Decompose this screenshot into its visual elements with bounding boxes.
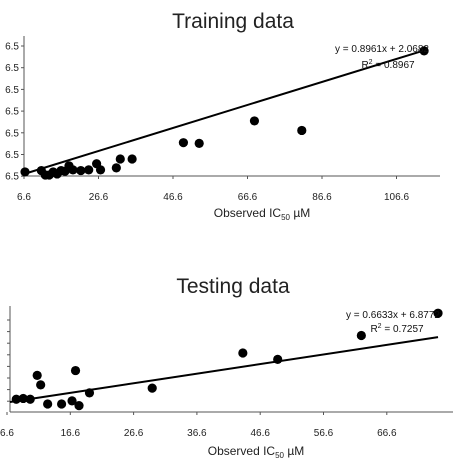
testing-x-tick-label: 36.6 — [187, 428, 207, 439]
training-x-ticks: 6.6 26.6 46.6 66.6 86.6 106.6 — [17, 176, 409, 203]
training-trendline — [23, 49, 425, 175]
training-x-tick-label: 26.6 — [89, 192, 109, 203]
testing-r2-label: R — [370, 324, 377, 335]
training-x-tick-label: 66.6 — [238, 192, 258, 203]
training-data-point — [95, 165, 106, 175]
testing-data-point — [32, 370, 42, 380]
testing-chart-title: Testing data — [176, 275, 290, 298]
training-y-tick-label: 6.5 — [5, 107, 19, 118]
training-chart: Training data 6.5 6.5 6.5 6.5 6.5 6.5 6.5 6.6 2… — [5, 10, 440, 222]
testing-x-tick-label: 56.6 — [314, 428, 334, 439]
training-y-tick-label: 6.5 — [5, 128, 19, 139]
training-x-axis-label-sub: 50 — [281, 213, 290, 222]
testing-data-point — [84, 388, 95, 398]
training-data-point — [115, 154, 125, 164]
training-equation: y = 0.8961x + 2.0682 — [335, 44, 429, 55]
testing-data-point — [36, 380, 46, 390]
training-y-tick-label: 6.5 — [5, 42, 19, 53]
training-x-tick-label: 86.6 — [312, 192, 332, 203]
training-data-point — [84, 165, 94, 175]
testing-data-point — [433, 308, 443, 318]
testing-chart: Testing data 6.6 16.6 26.6 36.6 46.6 56.6 66.6… — [0, 275, 453, 460]
training-y-tick-label: 6.5 — [5, 172, 19, 183]
training-y-tick-label: 6.5 — [5, 150, 19, 161]
testing-x-tick-label: 46.6 — [250, 428, 270, 439]
training-data-point — [127, 154, 137, 164]
testing-data-point — [74, 401, 84, 411]
training-y-tick-label: 6.5 — [5, 85, 19, 96]
training-chart-title: Training data — [172, 10, 294, 33]
training-y-ticks: 6.5 6.5 6.5 6.5 6.5 6.5 6.5 — [5, 42, 24, 183]
training-data-point — [194, 138, 204, 148]
training-r2-label: R — [361, 60, 368, 71]
testing-r2: R2 = 0.7257 — [370, 323, 424, 335]
training-r2-value: = 0.8967 — [373, 60, 415, 71]
training-x-axis-label-main: Observed IC — [214, 206, 282, 220]
testing-x-tick-label: 26.6 — [124, 428, 144, 439]
testing-equation: y = 0.6633x + 6.8772 — [346, 310, 440, 321]
testing-x-ticks: 6.6 16.6 26.6 36.6 46.6 56.6 66.6 — [0, 412, 397, 439]
testing-x-axis-label-main: Observed IC — [208, 444, 276, 458]
testing-data-point — [238, 348, 248, 358]
training-x-axis-label-unit: µM — [290, 206, 310, 220]
testing-data-point — [70, 365, 81, 376]
training-data-point — [249, 116, 260, 126]
training-r2-sup: 2 — [369, 59, 373, 66]
testing-data-point — [356, 330, 366, 341]
training-x-tick-label: 6.6 — [17, 192, 31, 203]
training-data-point — [111, 163, 121, 173]
testing-data-point — [25, 394, 35, 404]
training-data-point — [297, 125, 307, 136]
testing-r2-value: = 0.7257 — [382, 324, 424, 335]
testing-data-point — [147, 383, 157, 393]
testing-x-tick-label: 6.6 — [0, 428, 14, 439]
training-data-point — [178, 138, 189, 148]
testing-x-axis-label-sub: 50 — [275, 451, 284, 460]
testing-data-point — [18, 393, 28, 404]
training-x-tick-label: 106.6 — [384, 192, 409, 203]
testing-data-point — [273, 354, 283, 365]
testing-x-tick-label: 16.6 — [61, 428, 81, 439]
training-points — [20, 46, 429, 180]
testing-points — [11, 308, 443, 411]
testing-data-point — [11, 394, 21, 404]
training-x-axis-label: Observed IC50 µM — [214, 206, 311, 222]
training-r2: R2 = 0.8967 — [361, 59, 415, 71]
testing-x-axis-label: Observed IC50 µM — [208, 444, 305, 460]
training-y-tick-label: 6.5 — [5, 63, 19, 74]
testing-x-axis-label-unit: µM — [284, 444, 304, 458]
training-data-point — [20, 167, 30, 177]
testing-data-point — [56, 399, 67, 409]
training-data-point — [68, 165, 78, 175]
testing-r2-sup: 2 — [378, 323, 382, 330]
training-x-tick-label: 46.6 — [163, 192, 183, 203]
testing-x-tick-label: 66.6 — [377, 428, 397, 439]
training-data-point — [419, 46, 429, 56]
testing-data-point — [43, 399, 53, 409]
testing-trendline — [9, 336, 439, 404]
training-data-point — [76, 165, 86, 176]
testing-data-point — [67, 396, 77, 406]
